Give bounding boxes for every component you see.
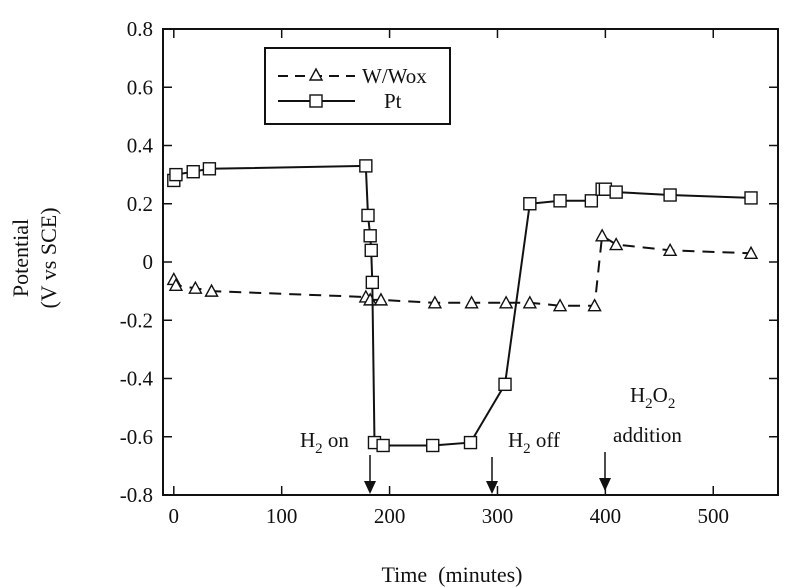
data-point-square: [363, 229, 377, 243]
x-tick-label: 100: [266, 504, 298, 528]
data-point-triangle: [594, 228, 610, 242]
data-point-square: [359, 159, 373, 173]
legend-label-wwox: W/Wox: [362, 64, 427, 88]
data-point-triangle: [522, 295, 538, 309]
data-point-square: [553, 194, 567, 208]
data-point-triangle: [587, 298, 602, 312]
data-point-square: [523, 197, 537, 211]
data-point-square: [365, 275, 380, 290]
legend: W/Wox Pt: [264, 47, 451, 125]
y-tick-label: 0.8: [127, 17, 153, 41]
x-tick-label: 0: [169, 504, 180, 528]
x-axis-title: Time (minutes): [382, 562, 523, 587]
data-point-triangle: [743, 245, 759, 259]
data-point-triangle: [204, 283, 219, 297]
data-point-triangle: [188, 280, 203, 294]
annotation-addition-label: addition: [613, 423, 682, 447]
y-tick-label: -0.2: [120, 308, 153, 332]
data-point-square: [463, 435, 478, 450]
y-tick-label: -0.8: [120, 483, 153, 507]
data-point-square: [364, 243, 378, 258]
annotation-h2o2-label: H2O2: [630, 383, 675, 412]
data-point-square: [361, 208, 375, 223]
y-tick-label: -0.4: [120, 367, 154, 391]
legend-marker-pt: [309, 94, 323, 108]
annotation-h2-on: H2 on: [300, 428, 376, 494]
series-layer: [166, 159, 759, 453]
data-point-triangle: [168, 277, 184, 291]
x-tick-label: 500: [698, 504, 730, 528]
data-point-triangle: [608, 237, 624, 251]
data-point-triangle: [662, 242, 678, 257]
y-axis-title-line2: (V vs SCE): [36, 207, 61, 308]
y-tick-label: 0.6: [127, 75, 153, 99]
y-tick-label: 0.2: [127, 192, 153, 216]
x-axis-ticks: 0 100 200 300 400 500: [169, 29, 729, 528]
y-tick-label: 0.4: [127, 134, 154, 158]
y-axis-ticks: -0.8 -0.6 -0.4 -0.2 0 0.2 0.4 0.6 0.8: [120, 17, 778, 507]
plot-frame: [162, 28, 779, 496]
data-point-square: [609, 185, 623, 199]
annotation-h2o2-arrowhead: [599, 478, 611, 491]
annotation-h2-off-arrowhead: [486, 481, 498, 494]
y-tick-label: 0: [143, 250, 154, 274]
data-point-square: [663, 188, 677, 202]
data-point-triangle: [427, 295, 443, 309]
data-point-square: [169, 167, 183, 182]
data-point-square: [498, 377, 512, 392]
data-point-triangle: [498, 295, 514, 309]
legend-label-pt: Pt: [384, 89, 402, 113]
data-point-square: [376, 438, 390, 453]
annotation-h2-off: H2 off: [486, 428, 560, 494]
data-point-triangle: [464, 295, 479, 309]
legend-marker-wwox: [308, 67, 324, 81]
data-point-square: [584, 194, 599, 208]
data-point-triangle: [373, 292, 389, 306]
x-tick-label: 200: [374, 504, 406, 528]
data-point-square: [744, 191, 758, 205]
y-axis-title-line1: Potential: [8, 219, 33, 297]
x-tick-label: 300: [482, 504, 514, 528]
annotation-h2-off-label: H2 off: [508, 428, 560, 457]
data-point-square: [186, 165, 200, 179]
data-point-triangle: [552, 298, 568, 312]
series-line-0: [172, 234, 752, 307]
data-point-square: [426, 438, 440, 453]
y-tick-label: -0.6: [120, 425, 153, 449]
annotation-h2-on-label: H2 on: [300, 428, 349, 457]
legend-box: [264, 47, 451, 125]
data-point-square: [202, 162, 217, 176]
annotation-h2o2-addition: H2O2 addition: [599, 383, 682, 491]
x-tick-label: 400: [590, 504, 622, 528]
annotation-h2-on-arrowhead: [364, 481, 376, 494]
